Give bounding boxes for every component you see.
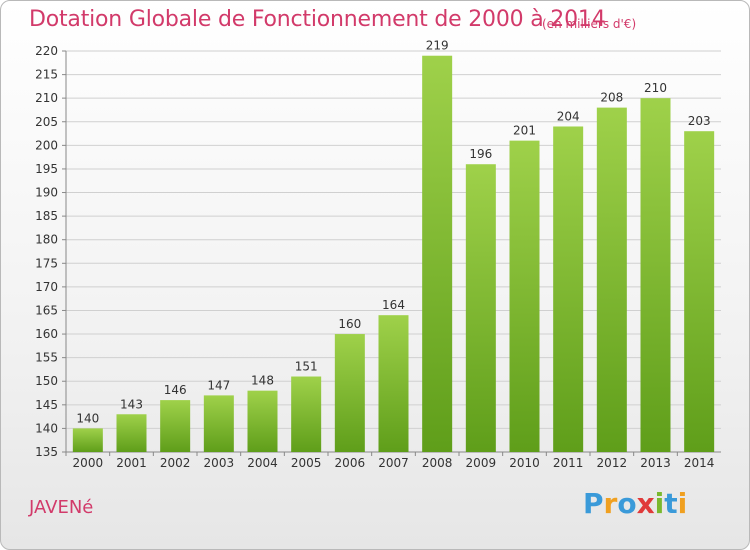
logo-letter: x	[636, 487, 655, 520]
bar	[378, 315, 409, 452]
x-tick-label: 2008	[422, 456, 453, 470]
x-tick-label: 2012	[597, 456, 628, 470]
bar	[72, 428, 103, 452]
chart-title: Dotation Globale de Fonctionnement de 20…	[29, 7, 606, 32]
x-tick-label: 2013	[640, 456, 671, 470]
logo-letter: t	[664, 487, 678, 520]
y-tick-label: 180	[35, 233, 58, 247]
value-labels: 140 143 146 147 148 151 160 164 219 196 201 204 208 2…	[76, 39, 710, 426]
chart-unit: (en milliers d'€)	[542, 17, 637, 31]
bar	[553, 126, 584, 452]
y-tick-label: 175	[35, 256, 58, 270]
value-label: 204	[557, 109, 580, 123]
y-tick-label: 170	[35, 280, 58, 294]
x-tick-label: 2014	[684, 456, 715, 470]
x-tick-label: 2010	[509, 456, 540, 470]
logo-letter: i	[677, 487, 688, 520]
y-tick-label: 150	[35, 374, 58, 388]
logo-letter: o	[617, 487, 637, 520]
value-label: 160	[338, 317, 361, 331]
proxiti-logo: Proxiti	[583, 487, 687, 520]
bars	[72, 55, 715, 453]
bar	[160, 400, 191, 452]
x-tick-label: 2011	[553, 456, 584, 470]
bar	[465, 164, 496, 453]
bar	[509, 140, 540, 452]
y-tick-label: 200	[35, 138, 58, 152]
y-tick-label: 140	[35, 421, 58, 435]
value-label: 147	[207, 378, 230, 392]
y-tick-label: 220	[35, 44, 58, 58]
bar	[684, 131, 715, 452]
value-label: 208	[600, 91, 623, 105]
bar	[596, 107, 627, 453]
bar	[247, 390, 278, 452]
bar	[334, 334, 365, 452]
x-tick-label: 2000	[73, 456, 104, 470]
logo-letter: r	[603, 487, 618, 520]
bar	[291, 376, 322, 452]
value-label: 143	[120, 397, 143, 411]
y-tick-label: 215	[35, 68, 58, 82]
value-label: 196	[469, 147, 492, 161]
value-label: 151	[295, 360, 318, 374]
x-tick-label: 2009	[466, 456, 497, 470]
x-tick-label: 2003	[204, 456, 235, 470]
logo-letter: i	[654, 487, 665, 520]
value-label: 146	[164, 383, 187, 397]
y-tick-label: 135	[35, 445, 58, 459]
value-label: 210	[644, 81, 667, 95]
y-tick-label: 160	[35, 327, 58, 341]
x-tick-label: 2005	[291, 456, 322, 470]
x-tick-label: 2001	[116, 456, 147, 470]
value-label: 148	[251, 374, 274, 388]
x-tick-label: 2007	[378, 456, 409, 470]
value-label: 203	[688, 114, 711, 128]
bar	[422, 55, 453, 452]
value-label: 164	[382, 298, 405, 312]
value-label: 201	[513, 124, 536, 138]
bar	[116, 414, 147, 452]
logo-letter: P	[583, 487, 604, 520]
y-tick-label: 195	[35, 162, 58, 176]
value-label: 140	[76, 411, 99, 425]
y-tick-label: 155	[35, 351, 58, 365]
x-tick-label: 2004	[247, 456, 278, 470]
y-tick-label: 205	[35, 115, 58, 129]
x-tick-label: 2002	[160, 456, 191, 470]
bar	[640, 98, 671, 453]
y-tick-label: 145	[35, 398, 58, 412]
y-tick-label: 185	[35, 209, 58, 223]
value-label: 219	[426, 39, 449, 53]
y-tick-label: 210	[35, 91, 58, 105]
x-tick-label: 2006	[335, 456, 366, 470]
y-tick-label: 190	[35, 186, 58, 200]
commune-name: JAVENé	[29, 497, 94, 518]
bar	[203, 395, 234, 452]
y-tick-label: 165	[35, 303, 58, 317]
